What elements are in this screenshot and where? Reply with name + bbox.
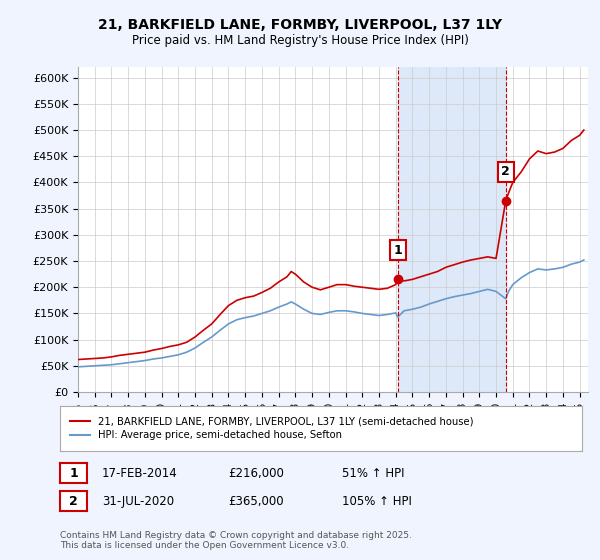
- Text: 1: 1: [394, 244, 402, 256]
- Text: 1: 1: [69, 466, 78, 480]
- Text: £365,000: £365,000: [228, 494, 284, 508]
- Text: 31-JUL-2020: 31-JUL-2020: [102, 494, 174, 508]
- Text: 2: 2: [502, 165, 510, 179]
- Text: 2: 2: [69, 494, 78, 508]
- Text: 17-FEB-2014: 17-FEB-2014: [102, 466, 178, 480]
- Text: 105% ↑ HPI: 105% ↑ HPI: [342, 494, 412, 508]
- Text: 51% ↑ HPI: 51% ↑ HPI: [342, 466, 404, 480]
- Text: 21, BARKFIELD LANE, FORMBY, LIVERPOOL, L37 1LY: 21, BARKFIELD LANE, FORMBY, LIVERPOOL, L…: [98, 18, 502, 32]
- Text: £216,000: £216,000: [228, 466, 284, 480]
- Text: Price paid vs. HM Land Registry's House Price Index (HPI): Price paid vs. HM Land Registry's House …: [131, 34, 469, 47]
- Legend: 21, BARKFIELD LANE, FORMBY, LIVERPOOL, L37 1LY (semi-detached house), HPI: Avera: 21, BARKFIELD LANE, FORMBY, LIVERPOOL, L…: [65, 412, 479, 445]
- Bar: [398, 67, 506, 392]
- Text: Contains HM Land Registry data © Crown copyright and database right 2025.
This d: Contains HM Land Registry data © Crown c…: [60, 531, 412, 550]
